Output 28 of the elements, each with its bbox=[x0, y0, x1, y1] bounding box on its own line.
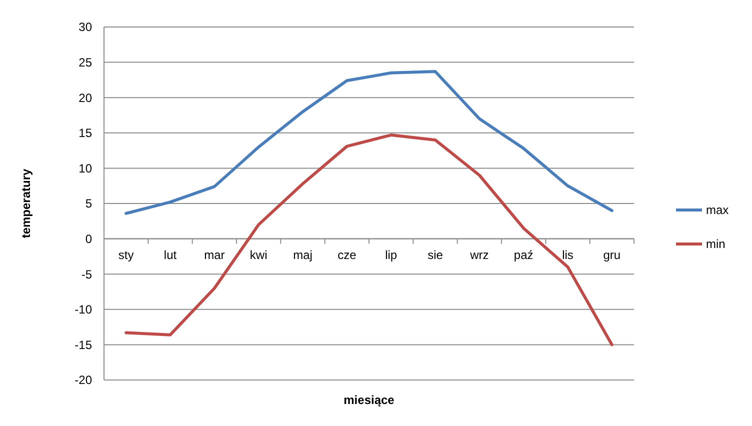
x-axis-title: miesiące bbox=[344, 393, 395, 407]
legend-label: min bbox=[706, 237, 726, 252]
y-tick-label: 15 bbox=[78, 126, 92, 140]
x-tick-label: kwi bbox=[250, 248, 268, 262]
x-tick-label: wrz bbox=[469, 248, 489, 262]
y-tick-label: 10 bbox=[78, 161, 92, 176]
x-tick-label: paź bbox=[514, 248, 534, 262]
y-tick-label: 20 bbox=[78, 90, 92, 105]
x-tick-label: mar bbox=[204, 248, 225, 262]
x-tick-label: lis bbox=[562, 248, 574, 262]
legend-label: max bbox=[706, 203, 729, 218]
y-tick-label: -10 bbox=[74, 302, 92, 317]
line-series bbox=[124, 70, 614, 215]
x-tick-label: lut bbox=[164, 248, 178, 262]
x-tick-label: maj bbox=[293, 248, 312, 262]
x-tick-label: cze bbox=[338, 248, 357, 262]
x-tick-label: lip bbox=[385, 248, 398, 262]
y-tick-label: -5 bbox=[81, 267, 92, 282]
y-tick-label: 25 bbox=[78, 56, 92, 70]
x-tick-label: sie bbox=[428, 248, 444, 262]
y-tick-label: -20 bbox=[74, 373, 92, 388]
y-tick-label: 5 bbox=[85, 196, 92, 211]
y-tick-label: 0 bbox=[85, 232, 92, 246]
y-axis-title: temperatury bbox=[19, 168, 33, 238]
y-tick-label: 30 bbox=[78, 20, 92, 34]
y-tick-label: -15 bbox=[74, 338, 92, 352]
x-tick-label: sty bbox=[118, 248, 134, 262]
x-tick-label: gru bbox=[603, 248, 621, 262]
